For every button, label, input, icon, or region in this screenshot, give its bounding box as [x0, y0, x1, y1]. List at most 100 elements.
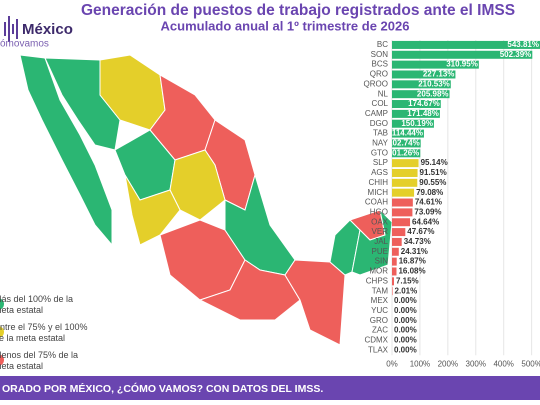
y-tick-label: CHPS [366, 276, 388, 285]
y-tick-label: AGS [371, 168, 388, 177]
value-label: 174.67% [408, 99, 440, 108]
value-label: 0.00% [394, 336, 417, 345]
value-label: 73.09% [414, 207, 441, 216]
chart-title: Generación de puestos de trabajo registr… [81, 2, 515, 19]
bar [392, 109, 440, 118]
x-tick-label: 0% [386, 359, 398, 368]
value-label: 0.00% [394, 306, 417, 315]
logo-bar [4, 22, 6, 36]
value-label: 114.44% [392, 129, 423, 138]
logo-bar [16, 19, 18, 39]
value-label: 47.67% [407, 227, 434, 236]
logo: México ómovamos [0, 16, 73, 50]
bar [392, 178, 418, 187]
map-region [124, 174, 181, 246]
legend-swatch [0, 326, 4, 338]
logo-name: México [22, 21, 73, 38]
bar [392, 287, 393, 296]
value-label: 90.55% [419, 178, 446, 187]
y-tick-label: COL [372, 99, 389, 108]
y-tick-label: MEX [371, 296, 389, 305]
footer-band [0, 376, 540, 400]
bar [392, 60, 479, 69]
x-tick-label: 500% [521, 359, 540, 368]
y-tick-label: GRO [370, 316, 388, 325]
value-label: 16.87% [399, 257, 426, 266]
bar [392, 198, 413, 207]
y-tick-label: BC [377, 40, 388, 49]
y-tick-label: QROO [364, 79, 388, 88]
value-label: 310.95% [446, 60, 478, 69]
value-label: 16.08% [398, 267, 425, 276]
y-tick-label: BCS [372, 60, 388, 69]
y-tick-label: MICH [368, 188, 389, 197]
y-tick-label: CHIH [368, 178, 388, 187]
value-label: 150.19% [401, 119, 433, 128]
value-label: 101.26% [388, 148, 420, 157]
legend-label: Entre el 75% y el 100% de la meta estatal [0, 322, 88, 343]
value-label: 502.39% [500, 50, 532, 59]
bar [392, 90, 450, 99]
y-tick-label: ZAC [372, 326, 388, 335]
value-label: 7.15% [396, 276, 419, 285]
value-label: 543.81% [507, 40, 539, 49]
y-tick-label: JAL [374, 237, 388, 246]
y-tick-label: HGO [370, 207, 388, 216]
bar [392, 149, 421, 158]
bar [392, 277, 394, 286]
y-tick-label: CAMP [365, 109, 388, 118]
y-tick-label: OAX [371, 217, 389, 226]
value-label: 0.00% [394, 326, 417, 335]
logo-bar [8, 16, 10, 42]
value-label: 171.48% [407, 109, 439, 118]
x-tick-label: 200% [438, 359, 458, 368]
y-tick-label: TAB [373, 129, 388, 138]
bar [392, 208, 413, 217]
x-tick-label: 400% [493, 359, 513, 368]
bar [392, 70, 456, 79]
y-tick-label: NAY [372, 139, 389, 148]
bar [392, 257, 397, 266]
bar [392, 228, 406, 237]
value-label: 210.53% [418, 79, 450, 88]
bar [392, 80, 451, 89]
value-label: 227.13% [423, 70, 455, 79]
y-tick-label: SIN [375, 257, 389, 266]
value-label: 95.14% [421, 158, 448, 167]
y-tick-label: DGO [370, 119, 388, 128]
map-region [351, 208, 393, 276]
bar [392, 218, 411, 227]
y-tick-label: COAH [365, 198, 388, 207]
value-label: 64.64% [412, 217, 439, 226]
map [19, 54, 393, 346]
value-label: 34.73% [404, 237, 431, 246]
y-tick-label: SLP [373, 158, 388, 167]
value-label: 0.00% [394, 296, 417, 305]
value-label: 2.01% [395, 286, 418, 295]
x-tick-label: 100% [410, 359, 430, 368]
value-label: 0.00% [394, 316, 417, 325]
bar [392, 40, 540, 49]
chart-subtitle: Acumulado anual al 1º trimestre de 2026 [161, 18, 410, 33]
bar [392, 129, 424, 138]
logo-bar [12, 24, 14, 34]
y-tick-label: NL [378, 89, 389, 98]
bar [392, 119, 434, 128]
value-label: 74.61% [415, 198, 442, 207]
y-tick-label: TAM [372, 286, 389, 295]
y-tick-label: YUC [371, 306, 388, 315]
value-label: 102.74% [388, 139, 420, 148]
bar [392, 188, 415, 197]
value-label: 205.98% [417, 89, 449, 98]
value-label: 24.31% [401, 247, 428, 256]
x-tick-label: 300% [466, 359, 486, 368]
footer: ORADO POR MÉXICO, ¿CÓMO VAMOS? CON DATOS… [2, 382, 323, 395]
bar [392, 237, 402, 246]
bar [392, 100, 441, 109]
bar [392, 50, 533, 59]
y-tick-label: QRO [370, 70, 388, 79]
bar [392, 139, 421, 148]
